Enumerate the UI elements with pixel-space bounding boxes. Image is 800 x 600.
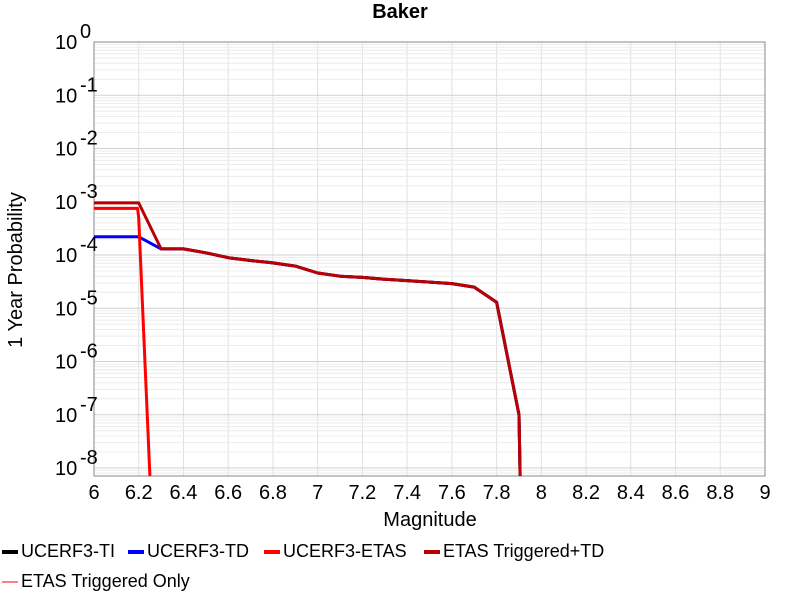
- y-tick-label: 10: [55, 32, 77, 54]
- y-tick-exponent: -3: [80, 181, 98, 203]
- y-tick-label: 10: [55, 245, 77, 267]
- x-tick-label: 6.4: [170, 482, 198, 504]
- y-tick-exponent: -2: [80, 128, 98, 150]
- y-tick-label: 10: [55, 458, 77, 480]
- legend-label: ETAS Triggered+TD: [443, 541, 604, 561]
- series-line-ucerf3-etas: [94, 206, 152, 477]
- x-tick-label: 8.4: [617, 482, 645, 504]
- x-tick-label: 6: [88, 482, 99, 504]
- y-tick-exponent: -4: [80, 234, 98, 256]
- y-axis-title: 1 Year Probability: [5, 192, 27, 348]
- y-tick-label: 10: [55, 298, 77, 320]
- y-tick-label: 10: [55, 405, 77, 427]
- x-tick-label: 7.8: [483, 482, 511, 504]
- y-tick-label: 10: [55, 139, 77, 161]
- x-axis-title: Magnitude: [383, 509, 476, 531]
- y-tick-label: 10: [55, 352, 77, 374]
- y-tick-label: 10: [55, 192, 77, 214]
- legend: UCERF3-TI UCERF3-TD UCERF3-ETAS ETAS Trigge…: [2, 541, 604, 591]
- x-tick-label: 6.6: [214, 482, 242, 504]
- series-line-etas-triggered-td: [94, 201, 522, 477]
- plot-area-frame: [93, 41, 766, 477]
- series-layer: [94, 201, 522, 477]
- legend-label: ETAS Triggered Only: [21, 571, 190, 591]
- x-tick-label: 6.2: [125, 482, 153, 504]
- legend-label: UCERF3-TD: [147, 541, 249, 561]
- x-tick-label: 7: [312, 482, 323, 504]
- x-tick-label: 7.2: [348, 482, 376, 504]
- chart-title: Baker: [372, 1, 428, 23]
- grid: [93, 41, 766, 476]
- x-tick-label: 7.4: [393, 482, 421, 504]
- x-tick-label: 8: [536, 482, 547, 504]
- x-tick-label: 8.6: [662, 482, 690, 504]
- y-tick-exponent: -1: [80, 74, 98, 96]
- y-tick-label: 10: [55, 85, 77, 107]
- x-tick-label: 8.2: [572, 482, 600, 504]
- y-tick-exponent: -7: [80, 394, 98, 416]
- y-tick-exponent: -6: [80, 341, 98, 363]
- y-tick-exponent: -8: [80, 447, 98, 469]
- x-tick-label: 7.6: [438, 482, 466, 504]
- legend-label: UCERF3-ETAS: [283, 541, 407, 561]
- x-tick-labels: 6 6.2 6.4 6.6 6.8 7 7.2 7.4 7.6 7.8 8 8.2 8.4 8.6 8.8 9: [88, 482, 770, 504]
- x-tick-label: 8.8: [706, 482, 734, 504]
- y-tick-exponent: 0: [80, 21, 91, 43]
- legend-label: UCERF3-TI: [21, 541, 115, 561]
- x-tick-label: 9: [759, 482, 770, 504]
- x-tick-label: 6.8: [259, 482, 287, 504]
- y-tick-exponent: -5: [80, 287, 98, 309]
